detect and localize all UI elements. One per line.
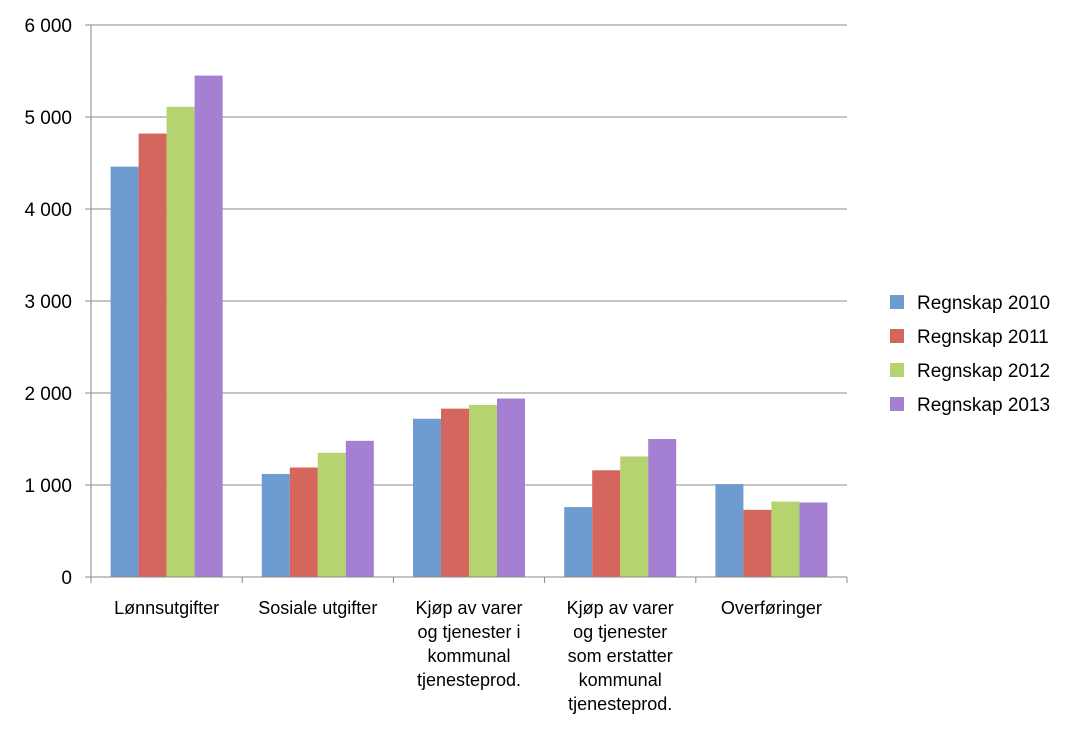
legend-swatch xyxy=(890,363,904,377)
bar-1-2 xyxy=(261,473,290,577)
legend-swatch xyxy=(890,397,904,411)
bar-2-3 xyxy=(441,408,469,577)
bar-4-2 xyxy=(345,440,374,577)
y-tick-label: 4 000 xyxy=(24,200,72,221)
bars xyxy=(110,75,828,577)
y-tick-label: 1 000 xyxy=(24,476,72,497)
x-category-label: Overføringer xyxy=(721,598,822,618)
bar-3-3 xyxy=(469,404,497,577)
legend-label: Regnskap 2011 xyxy=(917,327,1049,348)
bar-3-5 xyxy=(771,501,800,577)
bar-1-4 xyxy=(564,507,593,577)
y-tick-label: 6 000 xyxy=(24,16,72,37)
bar-4-5 xyxy=(799,502,828,577)
bar-2-1 xyxy=(138,133,167,577)
y-tick-label: 2 000 xyxy=(24,384,72,405)
x-category-label: Sosiale utgifter xyxy=(258,598,377,618)
y-tick-label: 3 000 xyxy=(24,292,72,313)
y-tick-label: 5 000 xyxy=(24,108,72,129)
bar-2-5 xyxy=(743,509,772,577)
x-category-label: Kjøp av varer og tjenester som erstatter ko… xyxy=(567,598,674,714)
x-category-label: Kjøp av varer og tjenester i kommunal tjene… xyxy=(415,598,522,690)
bar-1-1 xyxy=(110,166,139,577)
bar-2-4 xyxy=(592,470,621,577)
bar-4-4 xyxy=(648,439,677,577)
bar-4-1 xyxy=(194,75,223,577)
bar-3-2 xyxy=(317,452,346,577)
bar-3-4 xyxy=(620,456,649,577)
legend-label: Regnskap 2010 xyxy=(917,293,1050,314)
y-tick-labels: 0 1 000 2 000 3 000 4 000 5 000 6 000 xyxy=(24,16,72,589)
x-category-labels: Lønnsutgifter Sosiale utgifter Kjøp av var… xyxy=(114,598,822,714)
legend-label: Regnskap 2013 xyxy=(917,395,1050,416)
bar-3-1 xyxy=(166,106,195,577)
bar-1-3 xyxy=(413,418,441,577)
legend-swatch xyxy=(890,295,904,309)
axes xyxy=(85,24,848,583)
bar-1-5 xyxy=(715,484,744,577)
y-tick-label: 0 xyxy=(61,568,72,589)
legend-swatch xyxy=(890,329,904,343)
legend: Regnskap 2010 Regnskap 2011 Regnskap 2012 R… xyxy=(890,293,1050,416)
x-category-label: Lønnsutgifter xyxy=(114,598,219,618)
bar-4-3 xyxy=(497,398,525,577)
legend-label: Regnskap 2012 xyxy=(917,361,1050,382)
bar-2-2 xyxy=(289,467,318,577)
